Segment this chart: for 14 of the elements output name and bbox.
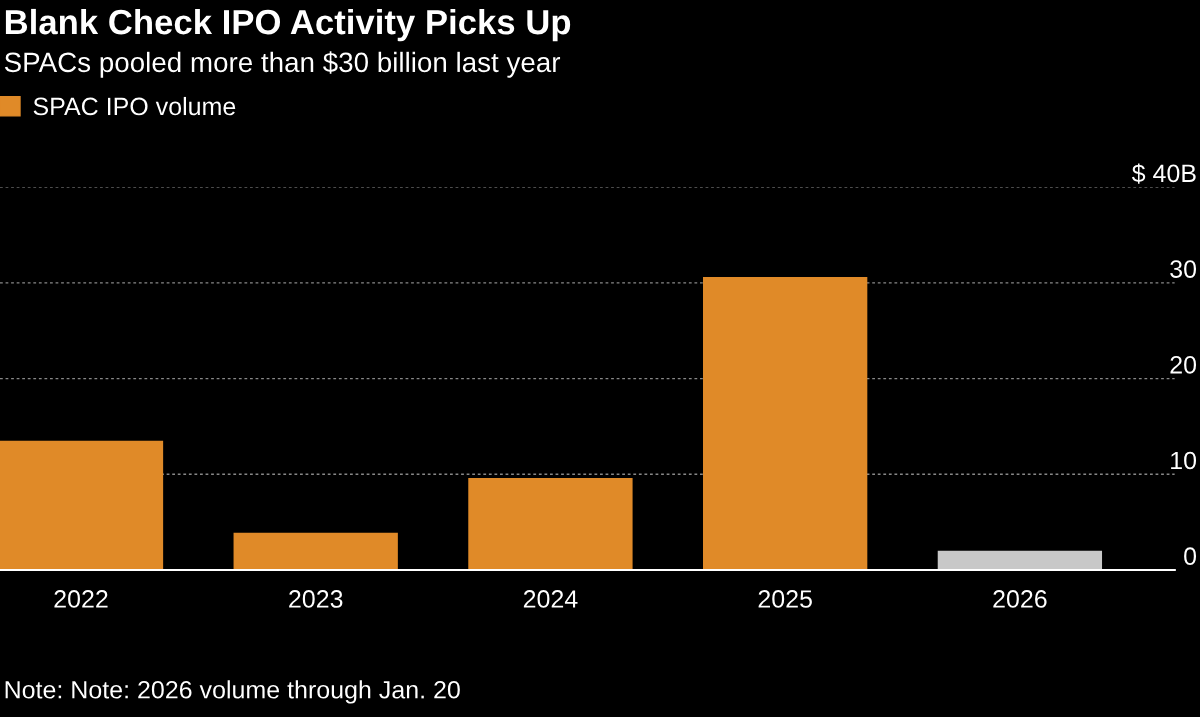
x-tick-label: 2025 (758, 590, 812, 608)
x-tick-label: 2024 (523, 590, 578, 608)
chart-subtitle: SPACs pooled more than $30 billion last year (4, 51, 561, 78)
x-tick-label: 2023 (289, 590, 343, 608)
y-tick-label: 30 (1170, 260, 1197, 278)
y-tick-label: $ 40B (1131, 163, 1196, 184)
chart-title: Blank Check IPO Activity Picks Up (5, 8, 571, 42)
legend-label: SPAC IPO volume (33, 96, 236, 116)
y-tick-label: 10 (1171, 451, 1197, 470)
y-tick-label: 20 (1170, 355, 1197, 374)
x-tick-label: 2022 (54, 590, 108, 608)
y-tick-label: 0 (1184, 547, 1197, 566)
text: Note: Note: 2026 volume through Jan. 20 (5, 680, 460, 704)
x-tick-label: 2026 (993, 590, 1047, 608)
